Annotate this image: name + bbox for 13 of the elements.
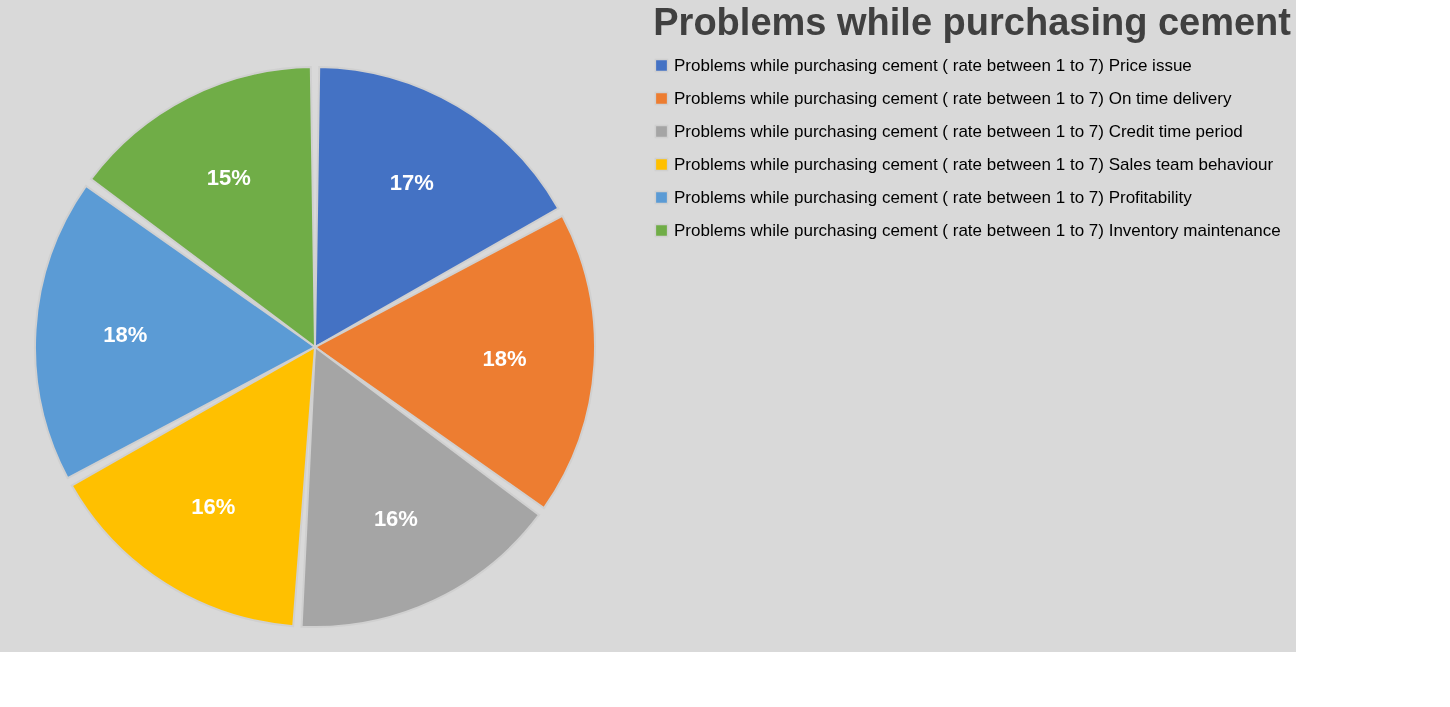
data-label: 15% <box>206 164 251 190</box>
legend-label: Problems while purchasing cement ( rate between 1 to 7) Sales team behaviour <box>674 154 1274 174</box>
legend-label: Problems while purchasing cement ( rate between 1 to 7) Profitability <box>674 187 1193 207</box>
legend-label: Problems while purchasing cement ( rate between 1 to 7) On time delivery <box>674 88 1232 108</box>
data-label: 18% <box>482 345 527 371</box>
data-label: 16% <box>191 494 236 520</box>
legend-label: Problems while purchasing cement ( rate between 1 to 7) Inventory maintenance <box>674 220 1281 240</box>
data-label: 16% <box>373 505 418 531</box>
legend-label: Problems while purchasing cement ( rate between 1 to 7) Credit time period <box>674 121 1243 141</box>
legend-label: Problems while purchasing cement ( rate between 1 to 7) Price issue <box>674 55 1192 75</box>
chart-title: Problems while purchasing cement <box>653 1 1292 43</box>
data-label: 17% <box>389 170 434 196</box>
data-label: 18% <box>103 322 148 348</box>
